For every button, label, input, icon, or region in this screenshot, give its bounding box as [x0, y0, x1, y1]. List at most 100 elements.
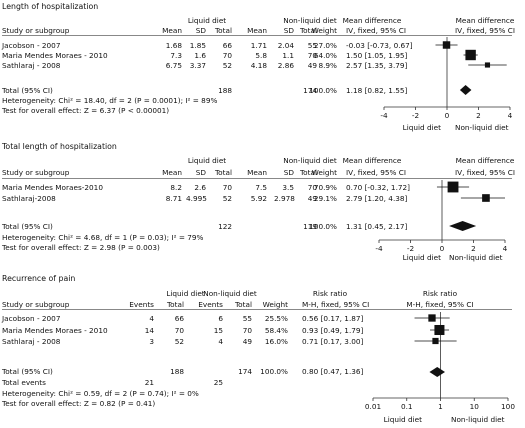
overall-effect-text: Test for overall effect: Z = 6.37 (P < 0…	[2, 106, 170, 115]
x-axis-tick-label: -2	[407, 244, 414, 253]
header-divider	[2, 178, 512, 179]
total2: 70	[307, 51, 317, 60]
x-axis-tick-label: 2	[476, 111, 481, 120]
total1: 52	[174, 337, 184, 346]
total2: 174	[238, 367, 252, 376]
mean2: 5.92	[250, 194, 267, 203]
sd2: 2.978	[274, 194, 295, 203]
total2: 70	[242, 326, 252, 335]
sd2: 3.5	[282, 183, 294, 192]
study-estimate-square	[465, 49, 476, 61]
total1-header: Total	[166, 300, 184, 309]
sd1: 4.995	[186, 194, 207, 203]
favours-left-label: Liquid diet	[402, 253, 441, 262]
plot-effect-method-header: M-H, fixed, 95% CI	[406, 300, 474, 309]
sd1: 1.85	[189, 41, 206, 50]
sd1: 1.6	[194, 51, 206, 60]
total1: 66	[174, 314, 184, 323]
total-label: Total (95% CI)	[2, 222, 53, 231]
ci-text: 0.93 [0.49, 1.79]	[302, 326, 364, 335]
group1-header: Liquid diet	[187, 16, 227, 25]
events1: 3	[149, 337, 154, 346]
ci-text: 0.70 [-0.32, 1.72]	[346, 183, 411, 192]
effect-method-header: IV, fixed, 95% CI	[346, 168, 407, 177]
effect-header: Mean difference	[342, 16, 402, 25]
x-axis-tick-label: 0	[445, 111, 450, 120]
total1: 70	[222, 51, 232, 60]
total1: 66	[222, 41, 232, 50]
sd1: 2.6	[194, 183, 206, 192]
effect-method-header: M-H, fixed, 95% CI	[302, 300, 370, 309]
study-name: Maria Mendes Moraes - 2010	[2, 51, 108, 60]
events1: 4	[149, 314, 154, 323]
study-column-header: Study or subgroup	[2, 26, 70, 35]
x-axis-tick-label: 4	[503, 244, 508, 253]
study-estimate-square	[447, 181, 459, 193]
plot-effect-method-header: IV, fixed, 95% CI	[454, 168, 516, 177]
total-label: Total (95% CI)	[2, 86, 53, 95]
weight: 100.0%	[309, 222, 337, 231]
total-events1: 21	[144, 378, 154, 387]
plot-effect-header: Risk ratio	[422, 289, 458, 298]
mean1: 6.75	[165, 61, 182, 70]
panel-title: Total length of hospitalization	[2, 142, 117, 151]
sd1-header: SD	[195, 26, 206, 35]
x-axis-tick-label: 0.1	[401, 402, 413, 411]
x-axis-tick-label: 1	[438, 402, 443, 411]
group1-header: Liquid diet	[187, 156, 227, 165]
total-label: Total (95% CI)	[2, 367, 53, 376]
study-estimate-square	[428, 314, 436, 322]
total1-header: Total	[214, 168, 232, 177]
total2: 70	[307, 183, 317, 192]
weight: 25.5%	[264, 314, 288, 323]
heterogeneity-text: Heterogeneity: Chi² = 0.59, df = 2 (P = …	[2, 389, 199, 398]
panel-title: Recurrence of pain	[2, 274, 76, 283]
effect-header: Mean difference	[342, 156, 402, 165]
mean1-header: Mean	[162, 168, 182, 177]
weight: 100.0%	[260, 367, 288, 376]
ci-text: 0.56 [0.17, 1.87]	[302, 314, 364, 323]
group2-header: Non-liquid diet	[283, 156, 337, 165]
mean1: 8.71	[165, 194, 182, 203]
events2: 6	[218, 314, 223, 323]
weight: 29.1%	[313, 194, 337, 203]
total2: 174	[303, 86, 317, 95]
total1: 52	[222, 194, 232, 203]
total1: 122	[218, 222, 232, 231]
ci-text: 0.71 [0.17, 3.00]	[302, 337, 364, 346]
study-name: Maria Mendes Moraes-2010	[2, 183, 103, 192]
heterogeneity-text: Heterogeneity: Chi² = 18.40, df = 2 (P =…	[2, 96, 218, 105]
study-name: Sathlaraj - 2008	[2, 61, 61, 70]
weight: 58.4%	[264, 326, 288, 335]
weight-header: Weight	[311, 168, 337, 177]
plot-effect-header: Mean difference	[455, 16, 515, 25]
x-axis-tick-label: -4	[380, 111, 388, 120]
sd2-header: SD	[283, 168, 294, 177]
study-name: Jacobson - 2007	[2, 314, 61, 323]
mean2-header: Mean	[247, 26, 267, 35]
total2: 49	[307, 194, 317, 203]
total2: 55	[242, 314, 252, 323]
total2: 55	[307, 41, 317, 50]
header-divider	[2, 35, 512, 36]
ci-text: -0.03 [-0.73, 0.67]	[346, 41, 413, 50]
study-name: Sathlaraj - 2008	[2, 337, 61, 346]
mean2: 4.18	[250, 61, 267, 70]
total1: 52	[222, 61, 232, 70]
group1-header: Liquid diet	[166, 289, 205, 298]
favours-right-label: Non-liquid diet	[451, 415, 505, 424]
heterogeneity-text: Heterogeneity: Chi² = 4.68, df = 1 (P = …	[2, 233, 204, 242]
pooled-estimate-diamond	[429, 367, 446, 377]
total1: 70	[174, 326, 184, 335]
study-estimate-square	[482, 194, 490, 202]
panel-title: Length of hospitalization	[2, 2, 99, 11]
ci-text: 2.79 [1.20, 4.38]	[346, 194, 408, 203]
sd2: 1.1	[282, 51, 294, 60]
study-estimate-square	[442, 41, 451, 49]
total1: 188	[218, 86, 232, 95]
x-axis-tick-label: 0.01	[365, 402, 381, 411]
mean2-header: Mean	[247, 168, 267, 177]
total2-header: Total	[299, 168, 317, 177]
favours-right-label: Non-liquid diet	[449, 253, 503, 262]
mean2: 7.5	[255, 183, 267, 192]
